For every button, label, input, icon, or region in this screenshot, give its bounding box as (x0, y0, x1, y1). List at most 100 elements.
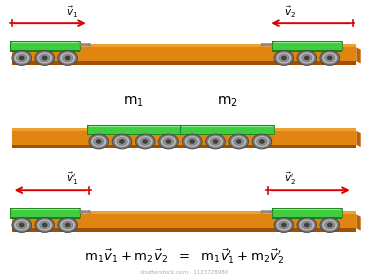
Bar (12, 44, 356, 47)
Circle shape (58, 50, 78, 66)
Circle shape (20, 56, 24, 60)
Bar (12, 131, 356, 145)
Circle shape (234, 137, 244, 145)
Circle shape (325, 54, 335, 62)
Circle shape (231, 136, 247, 147)
Circle shape (140, 137, 151, 145)
Circle shape (14, 52, 29, 64)
Bar (12, 47, 356, 61)
Circle shape (91, 136, 106, 147)
Circle shape (39, 221, 50, 229)
Circle shape (302, 54, 312, 62)
Circle shape (12, 218, 32, 232)
Circle shape (159, 134, 178, 149)
Circle shape (63, 221, 73, 229)
Bar (10, 41, 79, 50)
Circle shape (66, 223, 70, 227)
Text: $\mathrm{m}_2$: $\mathrm{m}_2$ (217, 95, 237, 109)
Circle shape (14, 219, 29, 231)
Circle shape (112, 134, 132, 149)
Circle shape (37, 52, 52, 64)
Bar (12, 128, 356, 131)
Circle shape (297, 50, 317, 66)
Circle shape (274, 50, 294, 66)
Circle shape (190, 140, 194, 143)
Bar (12, 145, 356, 148)
Circle shape (35, 218, 54, 232)
Circle shape (322, 219, 337, 231)
Bar (180, 125, 274, 135)
Circle shape (184, 136, 200, 147)
Circle shape (299, 52, 315, 64)
Text: $\vec{v}_2'$: $\vec{v}_2'$ (284, 171, 296, 187)
Circle shape (305, 56, 309, 60)
Circle shape (187, 137, 197, 145)
Circle shape (20, 223, 24, 227)
Bar (272, 41, 342, 52)
Bar (12, 228, 356, 232)
Circle shape (37, 219, 52, 231)
Circle shape (257, 137, 267, 145)
Text: $\mathrm{m}_1\vec{v}_1 + \mathrm{m}_2\vec{v}_2\ \ =\ \ \mathrm{m}_1\vec{v}_1' + : $\mathrm{m}_1\vec{v}_1 + \mathrm{m}_2\ve… (84, 248, 284, 267)
Circle shape (254, 136, 270, 147)
Circle shape (279, 54, 289, 62)
Circle shape (320, 218, 340, 232)
Bar (10, 41, 79, 52)
Circle shape (138, 136, 153, 147)
Circle shape (17, 54, 27, 62)
Circle shape (282, 223, 286, 227)
Circle shape (328, 56, 332, 60)
Circle shape (210, 137, 220, 145)
Circle shape (39, 54, 50, 62)
Bar (12, 214, 356, 228)
Circle shape (117, 137, 127, 145)
Circle shape (279, 221, 289, 229)
Polygon shape (356, 214, 361, 231)
Circle shape (66, 56, 70, 60)
Bar (10, 208, 79, 219)
Text: shutterstock.com · 1123728980: shutterstock.com · 1123728980 (140, 270, 228, 275)
Circle shape (276, 219, 291, 231)
Circle shape (166, 140, 171, 143)
Bar (272, 208, 342, 219)
Bar (87, 125, 180, 135)
Circle shape (325, 221, 335, 229)
Circle shape (206, 134, 225, 149)
Circle shape (276, 52, 291, 64)
Circle shape (60, 52, 75, 64)
Circle shape (161, 136, 176, 147)
Circle shape (320, 50, 340, 66)
Circle shape (229, 134, 249, 149)
Circle shape (93, 137, 104, 145)
Circle shape (58, 218, 78, 232)
Bar (272, 41, 342, 50)
Circle shape (182, 134, 202, 149)
Circle shape (163, 137, 174, 145)
Circle shape (322, 52, 337, 64)
Polygon shape (356, 47, 361, 64)
Circle shape (143, 140, 148, 143)
Circle shape (135, 134, 155, 149)
Text: $\vec{v}_2$: $\vec{v}_2$ (284, 5, 296, 20)
Bar (87, 125, 180, 134)
Circle shape (328, 223, 332, 227)
Text: $\vec{v}_1'$: $\vec{v}_1'$ (66, 171, 78, 187)
Circle shape (213, 140, 217, 143)
Circle shape (63, 54, 73, 62)
Circle shape (12, 50, 32, 66)
Circle shape (17, 221, 27, 229)
Circle shape (35, 50, 54, 66)
Bar (10, 208, 79, 217)
Circle shape (297, 218, 317, 232)
Circle shape (274, 218, 294, 232)
Circle shape (260, 140, 264, 143)
Circle shape (282, 56, 286, 60)
Circle shape (114, 136, 130, 147)
Circle shape (96, 140, 101, 143)
Circle shape (43, 56, 47, 60)
Circle shape (60, 219, 75, 231)
Circle shape (120, 140, 124, 143)
Bar (12, 61, 356, 65)
Bar (12, 211, 356, 214)
Text: $\mathrm{m}_1$: $\mathrm{m}_1$ (123, 95, 144, 109)
